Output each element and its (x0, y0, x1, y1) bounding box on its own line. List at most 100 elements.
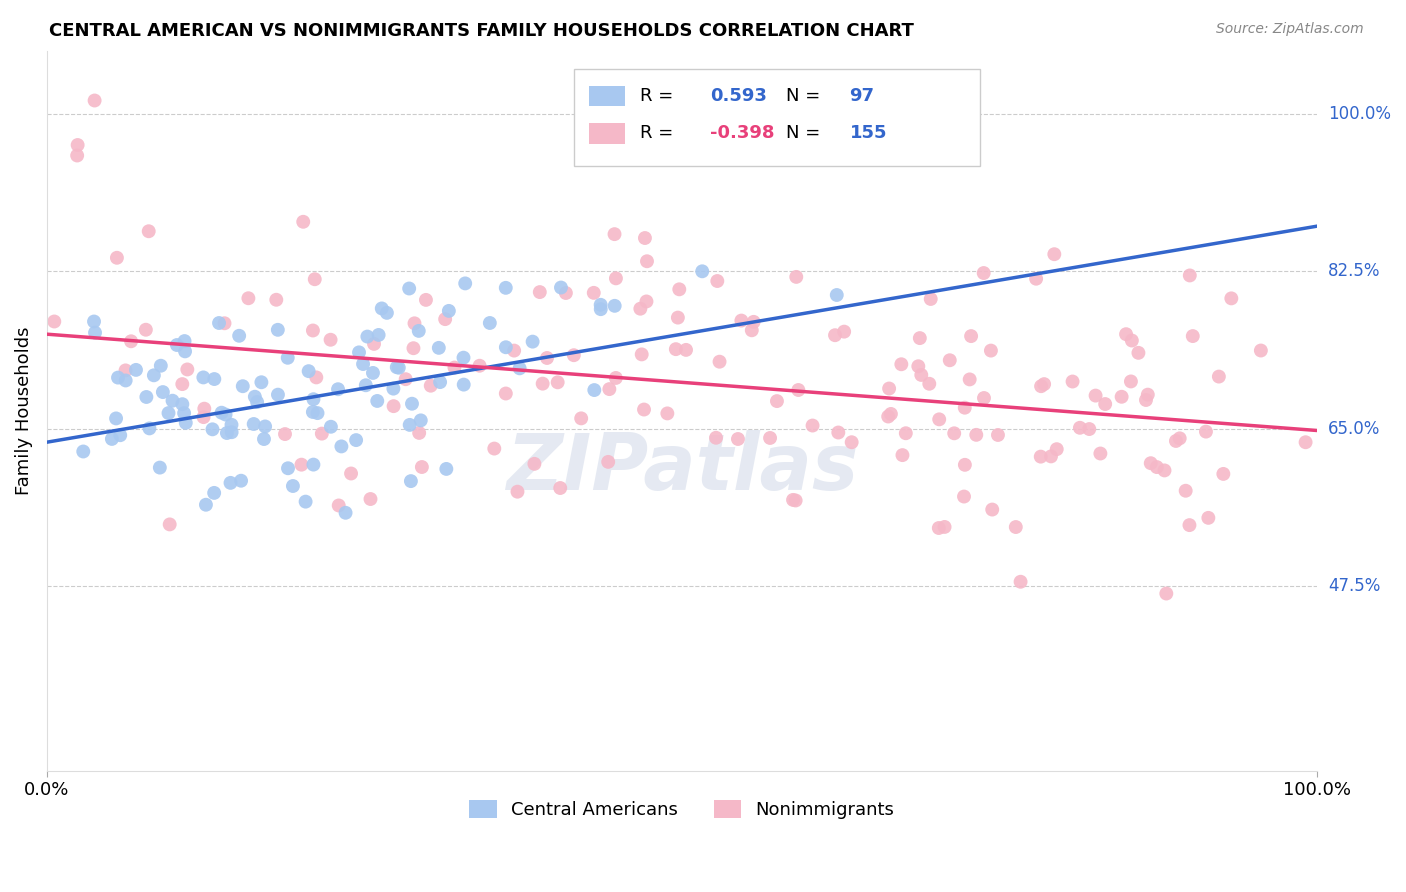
Point (894, 426, 917, 441)
Point (782, 492, 804, 507)
Point (730, 313, 752, 327)
Point (105, 411, 128, 425)
Point (202, 372, 225, 386)
Point (478, 316, 501, 330)
Point (302, 392, 325, 407)
Point (402, 341, 425, 355)
Point (360, 491, 382, 506)
Point (354, 378, 377, 392)
Legend: Central Americans, Nonimmigrants: Central Americans, Nonimmigrants (463, 793, 901, 827)
Text: R =: R = (640, 125, 679, 143)
Point (973, 391, 995, 405)
Point (506, 484, 529, 499)
Point (1004, 520, 1026, 534)
Point (250, 376, 273, 390)
Point (877, 409, 900, 424)
Point (242, 417, 264, 431)
Point (375, 306, 398, 320)
Text: 47.5%: 47.5% (1329, 577, 1381, 595)
Point (628, 301, 651, 316)
Point (174, 344, 197, 359)
Point (193, 410, 215, 425)
Point (66, 138, 89, 153)
Point (361, 366, 384, 380)
Point (960, 329, 983, 343)
Point (1010, 574, 1032, 589)
Point (675, 343, 697, 357)
Point (727, 432, 749, 446)
Point (547, 376, 569, 390)
Point (1208, 369, 1230, 384)
Point (1128, 346, 1150, 360)
Point (66, 148, 89, 162)
Text: 82.5%: 82.5% (1329, 262, 1381, 280)
Point (880, 407, 903, 421)
Point (928, 521, 950, 535)
Point (149, 460, 172, 475)
Point (290, 458, 312, 472)
Point (589, 302, 612, 317)
Point (1136, 387, 1159, 401)
Point (980, 343, 1002, 358)
Point (193, 401, 215, 416)
Point (1153, 463, 1175, 477)
Point (1197, 511, 1219, 525)
Point (928, 412, 950, 426)
Point (877, 382, 900, 396)
Point (1135, 392, 1157, 407)
Point (228, 328, 250, 343)
Point (292, 215, 315, 229)
Point (1029, 379, 1052, 393)
Point (246, 395, 269, 409)
Point (1043, 247, 1066, 261)
Point (636, 294, 658, 309)
Point (495, 340, 517, 354)
Point (598, 455, 620, 469)
Point (114, 374, 136, 388)
Point (214, 408, 236, 422)
Point (347, 345, 370, 359)
Point (825, 288, 848, 302)
Point (1295, 435, 1317, 450)
Point (382, 399, 405, 413)
Point (221, 425, 243, 440)
Point (214, 316, 236, 330)
Point (454, 277, 477, 291)
FancyBboxPatch shape (589, 123, 624, 144)
Point (939, 353, 962, 368)
Point (366, 394, 388, 409)
Point (907, 359, 929, 374)
Point (330, 439, 353, 453)
Point (953, 401, 976, 415)
Point (569, 411, 592, 425)
Point (174, 416, 197, 430)
Point (408, 425, 430, 440)
Point (114, 363, 136, 377)
Point (484, 442, 506, 456)
Text: N =: N = (786, 125, 827, 143)
Point (44, 314, 66, 328)
Point (254, 419, 277, 434)
Point (785, 269, 807, 284)
Point (328, 499, 350, 513)
Point (634, 231, 657, 245)
Point (918, 376, 941, 391)
Point (605, 271, 627, 285)
Point (125, 363, 148, 377)
Point (120, 334, 142, 349)
Point (1078, 422, 1101, 436)
Point (636, 254, 658, 268)
Point (385, 360, 408, 375)
Point (229, 474, 252, 488)
Point (920, 292, 942, 306)
Point (302, 405, 325, 419)
Point (934, 520, 956, 534)
Point (84, 326, 107, 340)
Point (1181, 329, 1204, 343)
Point (1119, 375, 1142, 389)
Point (582, 285, 605, 300)
Point (238, 291, 260, 305)
Point (172, 377, 194, 392)
Point (468, 359, 491, 373)
Point (274, 427, 297, 442)
